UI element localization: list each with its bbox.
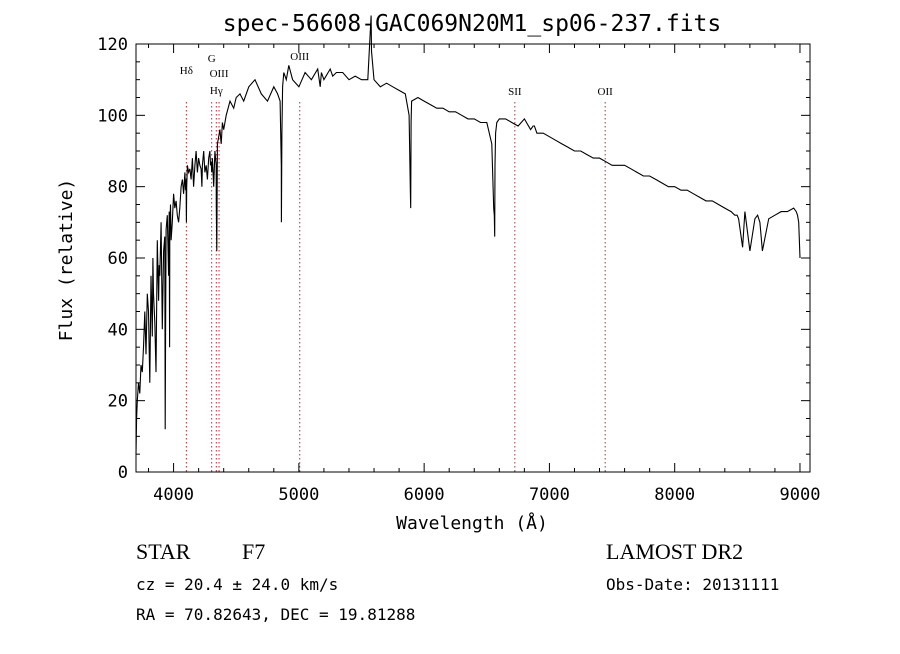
y-tick-label: 60 [108, 249, 128, 269]
annotation-label: OIII [210, 68, 229, 80]
y-tick-label: 100 [97, 106, 128, 126]
annotation-label: Hδ [180, 65, 193, 77]
annotation-label: OIII [290, 51, 309, 63]
plot-frame [135, 43, 811, 473]
chart-title: spec-56608-GAC069N20M1_sp06-237.fits [223, 11, 722, 37]
x-tick-label: 8000 [654, 485, 695, 505]
coordinates: RA = 70.82643, DEC = 19.81288 [136, 605, 415, 624]
annotation-label: Hγ [210, 85, 223, 97]
annotation-label: G [208, 53, 216, 65]
object-class: STAR [136, 539, 191, 564]
line-annotation-markers: Hδ G OIII Hγ OIII SII OII [180, 51, 613, 472]
object-subclass: F7 [242, 539, 265, 564]
y-tick-label: 80 [108, 178, 128, 198]
x-tick-label: 6000 [404, 485, 445, 505]
observation-date: Obs-Date: 20131111 [606, 575, 779, 594]
annotation-label: OII [598, 86, 614, 98]
x-axis-label: Wavelength (Å) [396, 512, 548, 534]
x-axis-ticks: 4000 5000 6000 7000 8000 9000 [148, 44, 821, 505]
x-tick-label: 7000 [529, 485, 570, 505]
y-tick-label: 20 [108, 392, 128, 412]
y-tick-label: 40 [108, 320, 128, 340]
x-tick-label: 5000 [278, 485, 319, 505]
y-tick-label: 120 [97, 35, 128, 55]
y-axis-label: Flux (relative) [56, 179, 77, 342]
spectrum-series-line [135, 15, 801, 455]
y-axis-ticks: 0 20 40 60 80 100 120 [97, 35, 810, 483]
y-tick-label: 0 [118, 463, 128, 483]
x-tick-label: 9000 [780, 485, 821, 505]
redshift-velocity: cz = 20.4 ± 24.0 km/s [136, 575, 338, 594]
survey-name: LAMOST DR2 [606, 539, 743, 564]
annotation-label: SII [508, 86, 522, 98]
x-tick-label: 4000 [153, 485, 194, 505]
